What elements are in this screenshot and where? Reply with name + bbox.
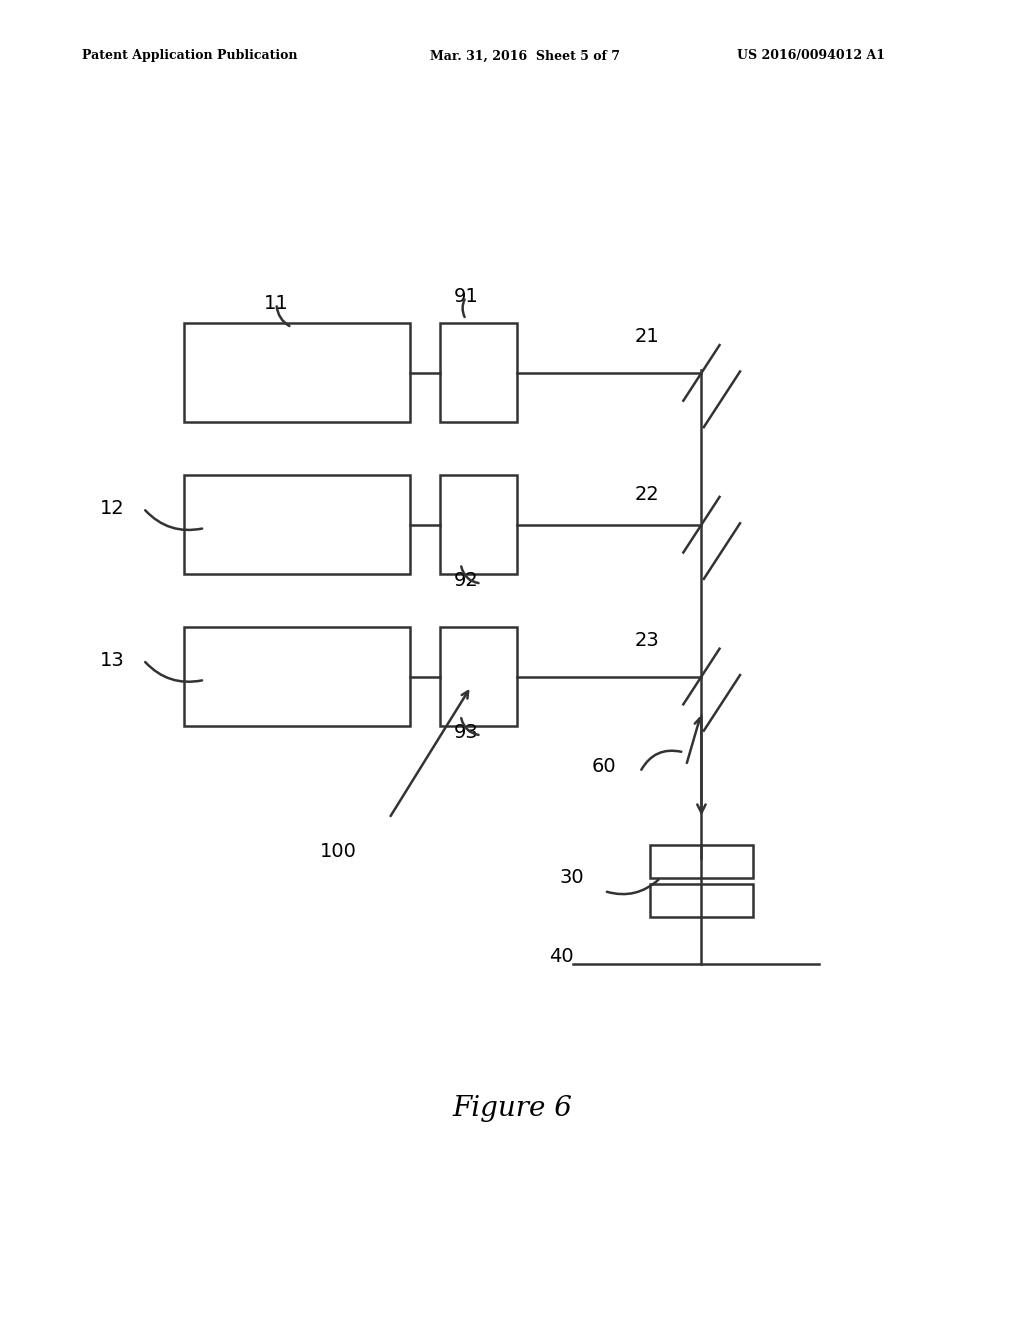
Text: Mar. 31, 2016  Sheet 5 of 7: Mar. 31, 2016 Sheet 5 of 7 bbox=[430, 49, 621, 62]
Text: Figure 6: Figure 6 bbox=[452, 1096, 572, 1122]
Text: 11: 11 bbox=[264, 294, 289, 313]
FancyBboxPatch shape bbox=[440, 475, 517, 574]
Text: 92: 92 bbox=[454, 572, 478, 590]
FancyBboxPatch shape bbox=[184, 627, 410, 726]
Text: 60: 60 bbox=[592, 758, 616, 776]
Text: Patent Application Publication: Patent Application Publication bbox=[82, 49, 297, 62]
FancyBboxPatch shape bbox=[184, 323, 410, 422]
Text: 13: 13 bbox=[100, 651, 125, 669]
Text: 40: 40 bbox=[549, 948, 573, 966]
Text: 12: 12 bbox=[100, 499, 125, 517]
Text: 21: 21 bbox=[635, 327, 659, 346]
FancyBboxPatch shape bbox=[440, 323, 517, 422]
Text: US 2016/0094012 A1: US 2016/0094012 A1 bbox=[737, 49, 886, 62]
FancyBboxPatch shape bbox=[650, 884, 753, 917]
Text: 93: 93 bbox=[454, 723, 478, 742]
Text: 22: 22 bbox=[635, 486, 659, 504]
FancyBboxPatch shape bbox=[650, 845, 753, 878]
FancyBboxPatch shape bbox=[440, 627, 517, 726]
Text: 30: 30 bbox=[559, 869, 584, 887]
Text: 91: 91 bbox=[454, 288, 478, 306]
FancyBboxPatch shape bbox=[184, 475, 410, 574]
Text: 100: 100 bbox=[319, 842, 356, 861]
Text: 23: 23 bbox=[635, 631, 659, 649]
